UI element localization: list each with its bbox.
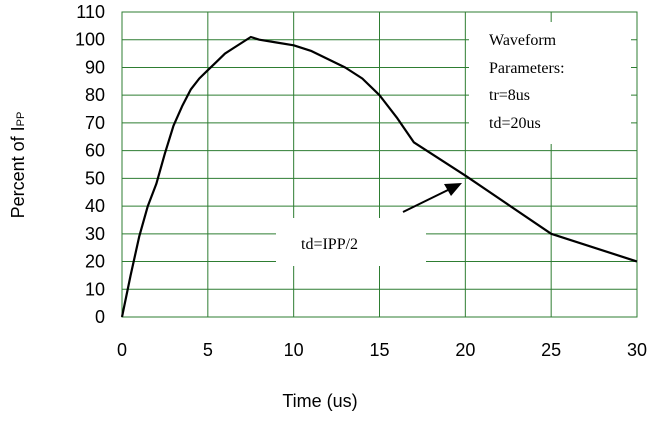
y-tick-label-10: 10 xyxy=(85,279,105,299)
x-tick-label-15: 15 xyxy=(369,340,389,360)
y-tick-label-90: 90 xyxy=(85,57,105,77)
y-tick-label-40: 40 xyxy=(85,196,105,216)
grid-lines xyxy=(121,11,638,318)
td-label-box xyxy=(276,218,426,266)
y-tick-label-0: 0 xyxy=(95,307,105,327)
param-line-3: tr=8us xyxy=(489,87,530,104)
td-arrow-shaft xyxy=(402,188,451,213)
y-tick-label-100: 100 xyxy=(75,30,105,50)
param-line-2: Parameters: xyxy=(489,60,565,77)
x-tick-label-25: 25 xyxy=(541,340,561,360)
annotation-boxes xyxy=(276,22,631,266)
y-tick-label-80: 80 xyxy=(85,85,105,105)
td-annotation-label: td=IPP/2 xyxy=(301,236,358,253)
plot-frame xyxy=(121,11,638,318)
waveform-parameters-annotation: Waveform Parameters: tr=8us td=20us xyxy=(489,32,565,132)
parameters-box xyxy=(469,22,631,144)
x-tick-label-5: 5 xyxy=(203,340,213,360)
series-layer xyxy=(120,35,638,318)
annotation-arrow-layer xyxy=(402,183,462,213)
x-tick-label-0: 0 xyxy=(117,340,127,360)
y-tick-label-70: 70 xyxy=(85,113,105,133)
x-tick-label-30: 30 xyxy=(627,340,647,360)
y-axis-label-main: Percent of I xyxy=(8,126,28,218)
y-tick-label-110: 110 xyxy=(76,2,105,22)
y-tick-label-50: 50 xyxy=(85,168,105,188)
series-line-0 xyxy=(120,35,638,318)
tick-labels: 0 10 20 30 40 50 60 70 80 90 100 110 0 5 10 15 20 25 30 xyxy=(75,2,647,360)
x-tick-label-10: 10 xyxy=(284,340,304,360)
x-tick-label-20: 20 xyxy=(455,340,475,360)
param-line-4: td=20us xyxy=(489,115,541,132)
y-tick-label-20: 20 xyxy=(85,252,105,272)
y-tick-label-30: 30 xyxy=(85,224,105,244)
y-tick-label-60: 60 xyxy=(85,141,105,161)
param-line-1: Waveform xyxy=(489,32,557,49)
y-axis-label: Percent of IPP xyxy=(8,112,28,219)
y-axis-label-subscript: PP xyxy=(15,112,27,127)
td-arrow-head xyxy=(444,183,462,196)
x-axis-label: Time (us) xyxy=(282,391,357,411)
